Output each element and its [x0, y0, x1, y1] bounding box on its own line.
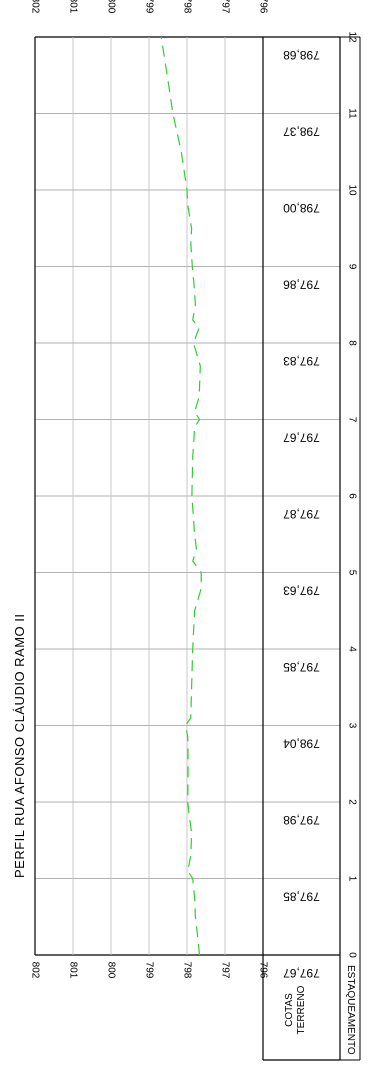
estaqueamento-label: ESTAQUEAMENTO — [345, 965, 356, 1055]
elevation-tick-top-801: 801 — [68, 0, 79, 14]
cota-value-6: 797,87 — [283, 507, 320, 521]
station-label-0: 0 — [347, 952, 358, 958]
station-label-5: 5 — [347, 570, 358, 576]
terrain-profile-line — [160, 36, 203, 956]
cotas-table: 797,67 797,85 797,98 798,04 797,85 797,63 797,… — [262, 36, 361, 1061]
cota-value-2: 797,98 — [283, 813, 320, 827]
cota-value-3: 798,04 — [283, 737, 320, 751]
elevation-tick-bottom-796: 796 — [258, 962, 269, 979]
elevation-tick-top-798: 798 — [182, 0, 193, 14]
station-label-2: 2 — [347, 799, 358, 805]
elevation-tick-top-797: 797 — [220, 0, 231, 14]
elevation-tick-bottom-798: 798 — [182, 962, 193, 979]
elevation-tick-top-799: 799 — [144, 0, 155, 14]
cota-value-5: 797,63 — [283, 584, 320, 598]
elevation-tick-top-800: 800 — [106, 0, 117, 14]
elevation-tick-top-796: 796 — [258, 0, 269, 14]
chart-title: PERFIL RUA AFONSO CLÁUDIO RAMO II — [12, 613, 27, 878]
elevation-tick-bottom-797: 797 — [220, 962, 231, 979]
cota-value-9: 797,86 — [283, 278, 320, 292]
cota-value-7: 797,67 — [283, 431, 320, 445]
station-label-7: 7 — [347, 417, 358, 423]
station-label-10: 10 — [347, 184, 358, 196]
station-label-12: 12 — [347, 31, 358, 43]
station-label-3: 3 — [347, 723, 358, 729]
station-label-9: 9 — [347, 264, 358, 270]
cota-value-12: 798,68 — [283, 48, 320, 62]
grid-layer — [34, 36, 340, 956]
elevation-tick-bottom-802: 802 — [30, 962, 41, 979]
cota-value-0: 797,67 — [283, 966, 320, 980]
series-layer — [160, 36, 203, 956]
cotas-label-line-2: TERRENO — [296, 985, 307, 1034]
station-label-1: 1 — [347, 876, 358, 882]
elevation-tick-top-802: 802 — [30, 0, 41, 14]
elevation-tick-bottom-800: 800 — [106, 962, 117, 979]
cota-value-1: 797,85 — [283, 890, 320, 904]
station-label-8: 8 — [347, 340, 358, 346]
station-label-11: 11 — [347, 108, 358, 119]
axis-layer: 0123456789101112802802801801800800799799… — [30, 0, 358, 979]
cota-value-4: 797,85 — [283, 660, 320, 674]
elevation-tick-bottom-801: 801 — [68, 962, 79, 979]
cota-value-10: 798,00 — [283, 201, 320, 215]
cota-value-11: 798,37 — [283, 125, 320, 139]
station-label-6: 6 — [347, 493, 358, 499]
cota-value-8: 797,83 — [283, 354, 320, 368]
station-label-4: 4 — [347, 646, 358, 652]
cotas-label-line-1: COTAS — [284, 993, 295, 1027]
elevation-tick-bottom-799: 799 — [144, 962, 155, 979]
text-layer: PERFIL RUA AFONSO CLÁUDIO RAMO II ESTAQU… — [12, 613, 356, 1054]
